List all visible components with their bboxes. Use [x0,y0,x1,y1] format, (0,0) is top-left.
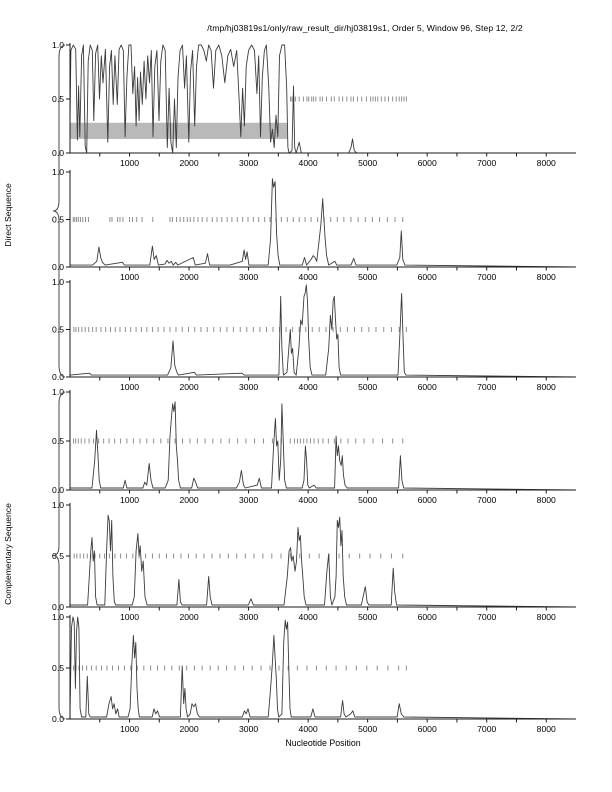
x-tick-label: 4000 [299,272,318,282]
x-tick-label: 1000 [120,495,139,505]
panel-complementary-frame-2: 0.0 0.5 1.0 1000 2000 3000 4000 5000 6000 7000 800… [52,500,577,622]
y-tick-label: 1.0 [52,387,64,397]
probability-curve [69,616,577,720]
panel-direct-frame-3: 0.0 0.5 1.0 1000 2000 3000 4000 5000 6000 7000 800… [52,277,577,392]
x-tick-label: 2000 [179,272,198,282]
y-tick-label: 0.5 [52,325,64,335]
panel-complementary-frame-1: 0.0 0.5 1.0 1000 2000 3000 4000 5000 6000 7000 800… [52,387,577,505]
x-tick-label: 5000 [358,495,377,505]
x-tick-label: 4000 [299,382,318,392]
y-tick-label: 0.5 [52,215,64,225]
x-tick-label: 6000 [418,158,437,168]
x-tick-label: 8000 [537,495,556,505]
panel-direct-frame-1: 0.0 0.5 1.0 1000 2000 3000 4000 5000 6000 7000 800… [52,40,576,168]
y-tick-label: 0.0 [52,485,64,495]
x-tick-label: 7000 [477,158,496,168]
x-tick-label: 8000 [537,272,556,282]
y-tick-label: 1.0 [52,277,64,287]
x-tick-label: 5000 [358,272,377,282]
x-tick-label: 7000 [477,724,496,734]
x-tick-label: 7000 [477,382,496,392]
x-tick-label: 1000 [120,272,139,282]
probability-curve [70,401,577,491]
plot-title: /tmp/hj03819s1/only/raw_result_dir/hj038… [207,23,523,33]
x-tick-label: 5000 [358,382,377,392]
x-tick-label: 2000 [179,612,198,622]
y-tick-label: 0.5 [52,663,64,673]
x-tick-label: 1000 [120,612,139,622]
x-tick-label: 6000 [418,724,437,734]
x-axis-title: Nucleotide Position [285,738,361,748]
x-tick-label: 3000 [239,272,258,282]
y-tick-label: 0.5 [52,436,64,446]
x-tick-label: 6000 [418,272,437,282]
x-tick-label: 2000 [179,495,198,505]
x-tick-label: 5000 [358,724,377,734]
direct-group-brace [52,44,66,378]
x-tick-label: 6000 [418,495,437,505]
x-tick-label: 4000 [299,495,318,505]
x-tick-label: 4000 [299,612,318,622]
y-tick-label: 1.0 [52,40,64,50]
panel-complementary-frame-3: 0.0 0.5 1.0 1000 2000 3000 4000 5000 6000 7000 800… [52,612,577,734]
coding-region-shade [70,122,288,139]
y-tick-label: 1.0 [52,167,64,177]
y-tick-label: 0.5 [52,551,64,561]
x-tick-label: 3000 [239,612,258,622]
complementary-group-brace [52,391,66,720]
x-tick-label: 1000 [120,724,139,734]
x-tick-label: 3000 [239,495,258,505]
x-tick-label: 5000 [358,612,377,622]
y-tick-label: 0.0 [52,714,64,724]
x-tick-label: 1000 [120,382,139,392]
probability-curve [69,284,577,378]
x-tick-label: 8000 [537,612,556,622]
x-tick-label: 5000 [358,158,377,168]
x-tick-label: 3000 [239,382,258,392]
x-tick-label: 7000 [477,272,496,282]
x-tick-label: 7000 [477,612,496,622]
x-tick-label: 6000 [418,612,437,622]
panel-direct-frame-2: 0.0 0.5 1.0 1000 2000 3000 4000 5000 6000 7000 800… [52,167,577,282]
x-tick-label: 7000 [477,495,496,505]
x-tick-label: 2000 [179,158,198,168]
y-tick-label: 1.0 [52,612,64,622]
x-tick-label: 4000 [299,158,318,168]
y-tick-label: 0.0 [52,262,64,272]
x-tick-label: 2000 [179,724,198,734]
x-tick-label: 8000 [537,382,556,392]
y-tick-label: 1.0 [52,500,64,510]
x-tick-label: 1000 [120,158,139,168]
probability-curve [70,514,577,608]
x-tick-label: 3000 [239,724,258,734]
x-tick-label: 4000 [299,724,318,734]
x-tick-label: 8000 [537,724,556,734]
probability-curve [70,178,577,268]
x-tick-label: 2000 [179,382,198,392]
y-tick-label: 0.0 [52,602,64,612]
y-tick-label: 0.5 [52,94,64,104]
x-tick-label: 6000 [418,382,437,392]
x-tick-label: 8000 [537,158,556,168]
y-tick-label: 0.0 [52,148,64,158]
y-tick-label: 0.0 [52,372,64,382]
probability-curve [69,44,576,154]
x-tick-label: 3000 [239,158,258,168]
